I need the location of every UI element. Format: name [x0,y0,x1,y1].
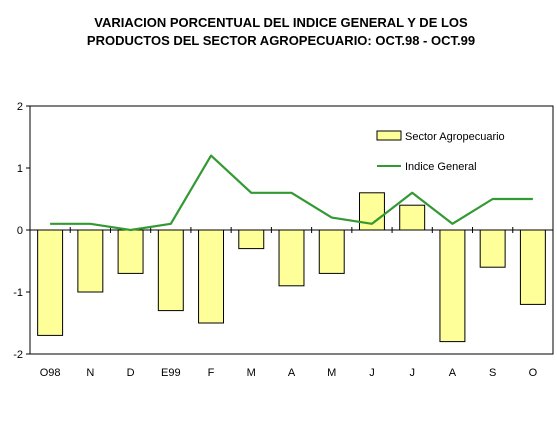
y-tick-label: 1 [17,163,23,175]
y-tick-label: -1 [13,287,23,299]
chart-title-line2: PRODUCTOS DEL SECTOR AGROPECUARIO: OCT.9… [87,33,475,48]
bar-series [37,192,546,343]
legend-swatch-bar [376,130,402,141]
x-tick-label: J [369,367,375,379]
bar [479,229,506,268]
y-axis: 2 1 0 -1 -2 [13,101,30,361]
x-tick-label: N [86,367,94,379]
x-tick-label: M [327,367,336,379]
bar [439,229,466,343]
bar [37,229,64,336]
x-tick-label: F [208,367,215,379]
y-tick-label: 2 [17,101,23,113]
bar [117,229,144,274]
legend: Sector Agropecuario Indice General [376,130,505,173]
bar [278,229,305,287]
x-tick-label: O98 [40,367,61,379]
x-tick-label: A [449,367,457,379]
bar [519,229,546,305]
series-line-indice-general [50,154,533,232]
legend-label-line: Indice General [405,161,477,173]
chart-title-line1: VARIACION PORCENTUAL DEL INDICE GENERAL … [94,15,468,30]
bar [238,229,265,250]
line-series [50,154,533,232]
x-tick-label: E99 [161,367,181,379]
bar [399,204,426,231]
x-tick-label: O [529,367,538,379]
x-tick-label: S [489,367,496,379]
bar [198,229,225,324]
x-tick-label: M [247,367,256,379]
bar [77,229,104,293]
bar [318,229,345,274]
y-tick-label: -2 [13,349,23,361]
legend-label-bar: Sector Agropecuario [405,131,505,143]
y-tick-label: 0 [17,225,23,237]
x-tick-label: J [409,367,415,379]
x-tick-label: A [288,367,296,379]
x-tick-label: D [127,367,135,379]
bar [157,229,184,312]
x-axis: O98 N D E99 F M A M J J A S O [40,227,538,379]
